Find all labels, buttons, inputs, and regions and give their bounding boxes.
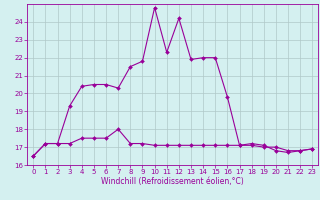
X-axis label: Windchill (Refroidissement éolien,°C): Windchill (Refroidissement éolien,°C) bbox=[101, 177, 244, 186]
